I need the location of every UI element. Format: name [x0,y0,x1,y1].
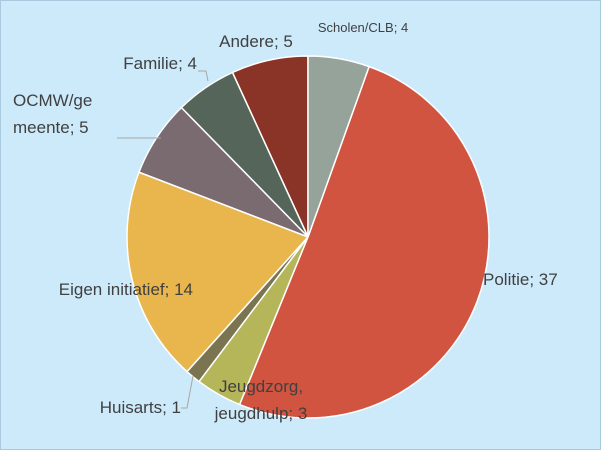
leader-line [198,70,209,82]
pie-slice [307,55,371,238]
data-label: Scholen/CLB; 4 [311,19,415,37]
category-label: Politie [483,270,530,289]
label-separator: ; [164,280,175,299]
data-label: Familie; 4 [61,50,197,77]
value-label: 4 [187,54,197,73]
label-separator: ; [178,54,188,73]
value-label: 4 [400,20,409,35]
category-label: Scholen/CLB [317,20,394,35]
leader-line [181,375,194,409]
data-label: Eigen initiatief; 14 [1,276,193,303]
data-label: Jeugdzorg, jeugdhulp; 3 [206,373,316,427]
data-label: OCMW/gemeente; 5 [13,87,101,141]
category-label: Jeugdzorg, jeugdhulp [214,377,304,424]
data-label: Andere; 5 [191,28,321,55]
pie-slice [238,65,490,419]
value-label: 5 [79,118,89,138]
label-separator: ; [393,20,401,35]
pie-slice [126,171,310,373]
value-label: 1 [171,398,181,417]
category-label: Familie [123,54,179,73]
data-label: Huisarts; 1 [61,394,181,421]
label-separator: ; [288,404,298,424]
label-separator: ; [529,270,539,289]
value-label: 37 [538,270,558,289]
value-label: 3 [297,404,308,424]
category-label: OCMW/gemeente [13,91,93,138]
category-label: Eigen initiatief [58,280,165,299]
value-label: 14 [174,280,193,299]
leader-lines [117,70,209,409]
label-separator: ; [273,32,284,51]
category-label: Andere [219,32,274,51]
label-separator: ; [162,398,172,417]
category-label: Huisarts [99,398,163,417]
label-separator: ; [69,118,80,138]
data-label: Politie; 37 [483,266,593,293]
value-label: 5 [283,32,293,51]
